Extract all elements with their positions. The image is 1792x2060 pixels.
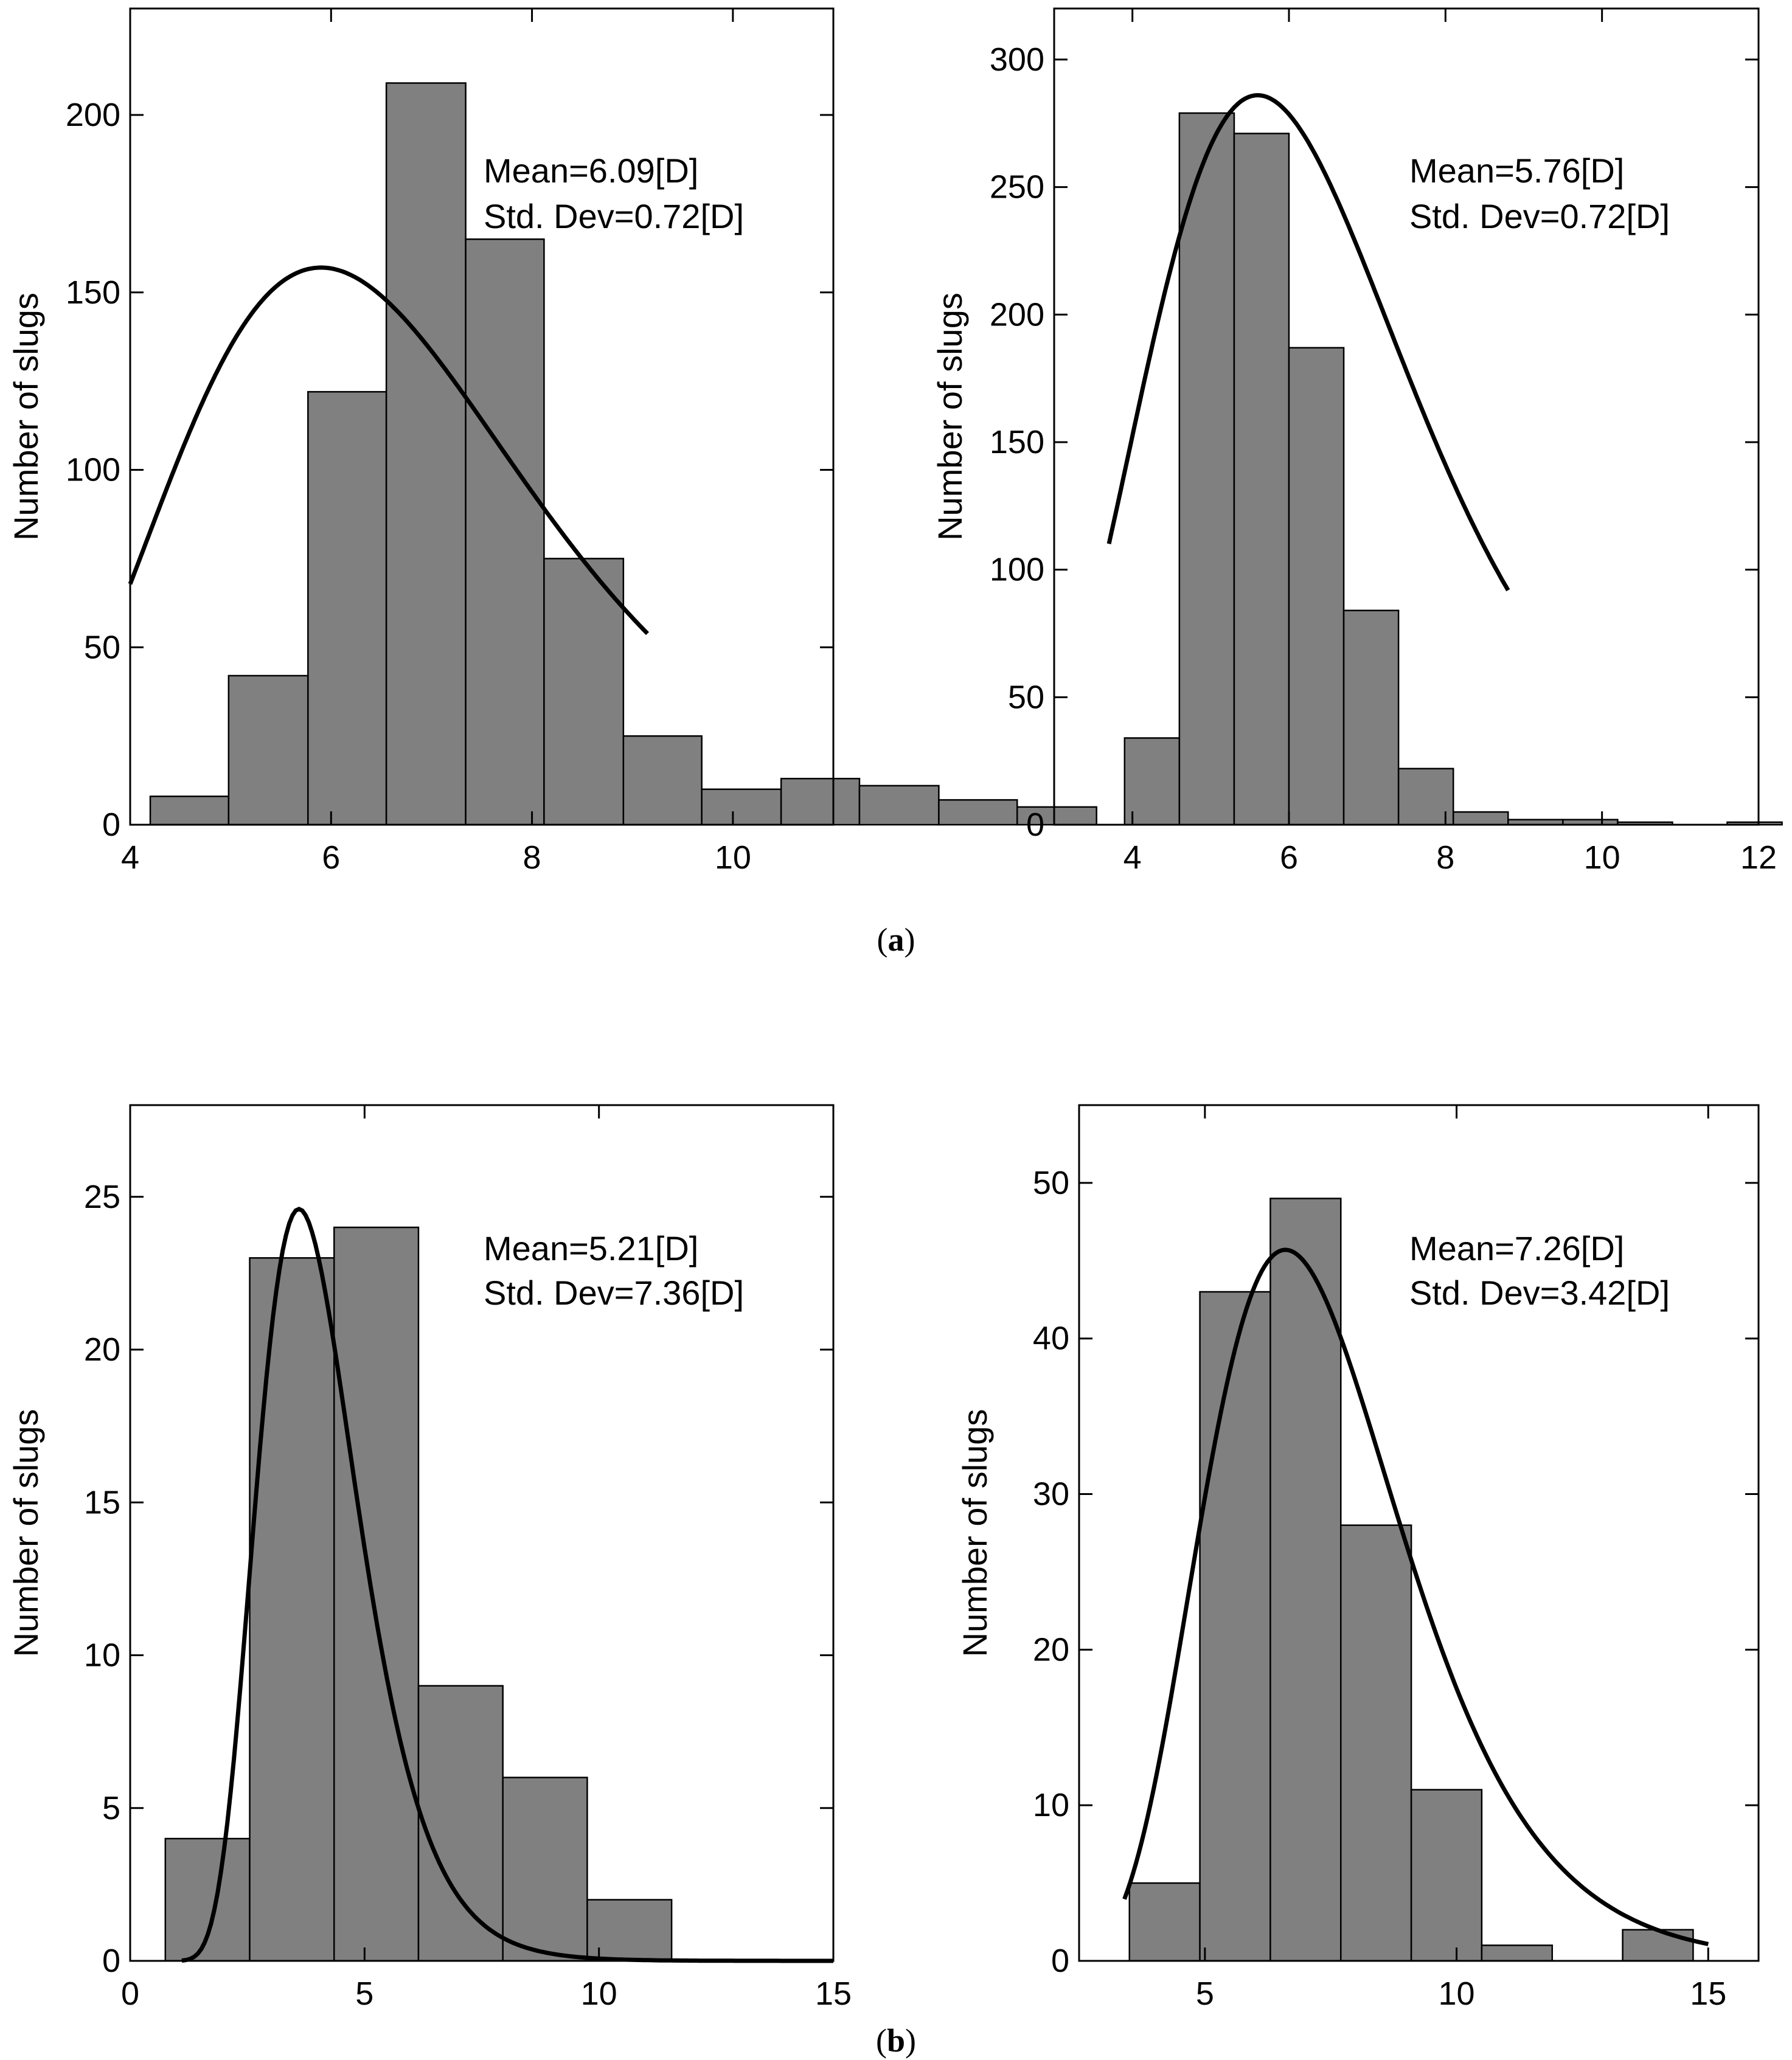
histogram-bar: [1199, 1291, 1271, 1962]
histogram-bar: [1288, 347, 1345, 826]
axes-frame: [129, 7, 835, 826]
x-tick-label: 6: [1280, 839, 1298, 876]
histogram-bar: [1397, 768, 1454, 826]
y-tick-label: 30: [1033, 1476, 1069, 1513]
histogram-bar: [622, 735, 703, 826]
x-tick-label: 10: [581, 1975, 617, 2012]
x-tick-label: 6: [322, 839, 340, 876]
y-tick-label: 150: [990, 424, 1044, 460]
fit-curve: [1106, 93, 1510, 592]
histogram-bar: [1128, 1882, 1201, 1962]
chart-b-right: 0 10 20 30 40 50 5 10 15 Number of slugs Mean=7.26…: [956, 1104, 1760, 2012]
x-tick-label: 15: [815, 1975, 852, 2012]
histogram-bar: [333, 1226, 420, 1962]
histogram-bar: [858, 785, 940, 826]
y-tick-label: 10: [84, 1637, 120, 1674]
x-tick-label: 10: [715, 839, 751, 876]
y-tick-label: 150: [66, 274, 120, 311]
axes-frame: [1078, 1104, 1760, 1962]
x-tick-label: 12: [1740, 839, 1777, 876]
std-dev-annotation: Std. Dev=0.72[D]: [1409, 197, 1670, 235]
y-tick-label: 25: [84, 1179, 120, 1215]
x-tick-label: 4: [1123, 839, 1142, 876]
histogram-bar: [1269, 1198, 1342, 1962]
y-axis-label: Number of slugs: [7, 293, 45, 541]
x-tick-label: 8: [523, 839, 541, 876]
histogram-bar: [502, 1777, 588, 1962]
y-tick-label: 100: [990, 552, 1044, 588]
histogram-bar: [1452, 811, 1509, 826]
mean-annotation: Mean=5.76[D]: [1409, 151, 1624, 190]
histogram-bar: [780, 777, 861, 826]
histogram-bar: [307, 390, 387, 826]
caption-b: (b): [876, 2022, 916, 2059]
axes-frame: [129, 1104, 835, 1962]
histogram-bar: [1622, 1929, 1694, 1962]
y-axis-label: Number of slugs: [7, 1409, 45, 1657]
caption-a: (a): [877, 921, 915, 958]
x-tick-label: 5: [355, 1975, 373, 2012]
x-tick-label: 15: [1690, 1975, 1726, 2012]
y-axis-label: Number of slugs: [956, 1409, 994, 1657]
axes-frame: [1053, 7, 1760, 826]
y-tick-label: 0: [1051, 1943, 1069, 1979]
histogram-bar: [249, 1257, 335, 1962]
y-tick-label: 0: [102, 1943, 120, 1979]
y-tick-label: 20: [84, 1331, 120, 1368]
y-tick-label: 100: [66, 452, 120, 488]
x-tick-label: 10: [1584, 839, 1620, 876]
histogram-bar: [938, 799, 1018, 826]
y-tick-label: 15: [84, 1484, 120, 1521]
y-tick-label: 10: [1033, 1787, 1069, 1823]
y-tick-label: 40: [1033, 1320, 1069, 1357]
chart-b-left: 0 5 10 15 20 25 0 5 10 15 Number of slugs Mean=5.21…: [7, 1104, 852, 2012]
x-tick-label: 8: [1436, 839, 1454, 876]
histogram-bar: [149, 796, 230, 826]
fit-curve: [1122, 1247, 1709, 1946]
x-tick-label: 10: [1439, 1975, 1475, 2012]
mean-annotation: Mean=5.21[D]: [484, 1229, 698, 1268]
x-tick-label: 4: [121, 839, 139, 876]
histogram-bar: [1178, 112, 1235, 826]
y-tick-label: 50: [1033, 1165, 1069, 1201]
y-tick-label: 250: [990, 169, 1044, 206]
histogram-bar: [543, 558, 625, 826]
histogram-bar: [1410, 1789, 1483, 1962]
histogram-bar: [465, 238, 545, 826]
y-axis-label: Number of slugs: [931, 293, 969, 541]
y-tick-label: 50: [84, 629, 120, 665]
y-tick-label: 200: [990, 296, 1044, 333]
histogram-bar: [701, 788, 782, 826]
histogram-bar: [417, 1685, 504, 1962]
histogram-bar: [586, 1899, 673, 1962]
y-tick-label: 300: [990, 41, 1044, 78]
y-tick-label: 5: [102, 1790, 120, 1826]
histogram-bar: [1342, 609, 1400, 826]
histogram-bar: [227, 675, 309, 826]
histogram-bar: [1233, 133, 1290, 826]
histogram-bar: [164, 1837, 251, 1962]
y-tick-label: 50: [1008, 679, 1044, 715]
mean-annotation: Mean=6.09[D]: [484, 151, 698, 190]
histogram-bar: [1481, 1944, 1554, 1962]
y-tick-label: 20: [1033, 1631, 1069, 1668]
y-tick-label: 200: [66, 97, 120, 133]
mean-annotation: Mean=7.26[D]: [1409, 1229, 1624, 1268]
x-tick-label: 5: [1196, 1975, 1214, 2012]
x-tick-label: 0: [121, 1975, 139, 2012]
std-dev-annotation: Std. Dev=0.72[D]: [484, 197, 744, 235]
fit-curve: [128, 265, 649, 636]
y-tick-label: 0: [102, 806, 120, 843]
std-dev-annotation: Std. Dev=7.36[D]: [484, 1274, 744, 1312]
chart-a-left: 0 50 100 150 200 4 6 8 10 Number of slugs Mean=6.0…: [7, 7, 1097, 876]
y-tick-label: 0: [1026, 806, 1044, 843]
std-dev-annotation: Std. Dev=3.42[D]: [1409, 1274, 1670, 1312]
chart-a-right: 0 50 100 150 200 250 300 4 6 8 10 12 Number of slugs…: [931, 7, 1783, 876]
histogram-bar: [385, 82, 467, 826]
histogram-bar: [1340, 1524, 1412, 1962]
